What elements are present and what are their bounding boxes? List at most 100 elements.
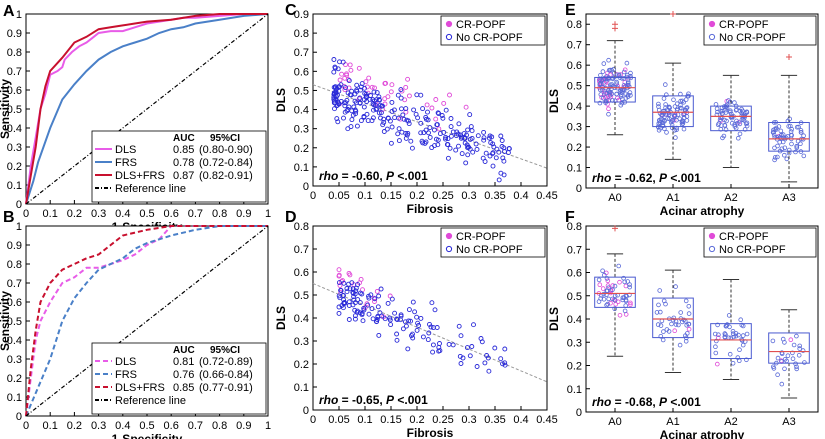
data-point (660, 120, 666, 126)
data-point (740, 342, 746, 348)
data-point (778, 135, 784, 141)
x-tick-label: 0 (23, 420, 29, 432)
data-point (420, 106, 426, 112)
y-axis-label: DLS (274, 88, 288, 112)
data-point (434, 122, 440, 128)
y-axis-label: Sensitivity (0, 291, 12, 351)
roc-curve-3 (25, 225, 269, 417)
data-point (802, 360, 807, 365)
data-point (408, 318, 413, 324)
data-point (458, 361, 464, 366)
data-point (336, 272, 342, 278)
data-point (364, 99, 370, 104)
data-point (420, 334, 426, 340)
y-tick-label: 0.4 (7, 335, 22, 347)
data-point (346, 85, 352, 91)
legend-ci: (0.72-0.84) (199, 157, 253, 169)
data-point (336, 267, 342, 273)
data-point (398, 95, 404, 101)
y-tick-label: 0.6 (294, 66, 309, 78)
outlier-marker (786, 53, 792, 60)
data-point (368, 292, 374, 298)
data-point (715, 109, 720, 115)
data-point (371, 107, 376, 113)
data-point (344, 286, 350, 291)
data-point (794, 364, 799, 370)
data-point (352, 316, 358, 322)
data-point (719, 111, 725, 116)
data-point (409, 145, 415, 151)
data-point (406, 307, 412, 313)
data-point (735, 121, 740, 126)
data-point (601, 61, 607, 66)
data-point (456, 323, 462, 329)
data-point (773, 127, 779, 132)
data-point (661, 111, 667, 116)
data-point (622, 308, 628, 314)
data-point (382, 81, 388, 86)
x-tick-label: 0.2 (409, 190, 424, 202)
data-point (429, 300, 435, 306)
data-point (376, 332, 382, 338)
legend-auc: 0.85 (173, 144, 194, 156)
panel-label: E (565, 2, 576, 19)
legend-name: DLS (115, 144, 136, 156)
data-point (376, 94, 382, 100)
data-point (369, 84, 375, 90)
data-point (728, 114, 734, 120)
panel-label: F (565, 209, 575, 226)
data-point (396, 126, 402, 132)
x-tick-label: 0.2 (409, 414, 424, 426)
x-tick-label: A1 (666, 416, 679, 428)
data-point (392, 310, 398, 316)
data-point (465, 144, 471, 150)
data-point (794, 366, 799, 372)
data-point (686, 326, 692, 332)
data-point (601, 296, 607, 302)
data-point (447, 145, 453, 151)
y-axis-label: Sensitivity (0, 79, 12, 139)
legend-marker (445, 20, 453, 28)
data-point (779, 381, 785, 387)
y-axis-label: DLS (547, 307, 561, 331)
data-point (730, 328, 736, 334)
data-point (371, 89, 377, 95)
data-point (656, 128, 662, 133)
legend-label: CR-POPF (456, 19, 506, 31)
x-tick-label: 0.1 (357, 190, 372, 202)
data-point (361, 104, 367, 110)
data-point (610, 296, 615, 302)
data-point (660, 123, 665, 128)
stat-annotation: rho = -0.68, P <.001 (592, 395, 701, 409)
data-point (414, 314, 420, 320)
data-point (344, 97, 350, 103)
data-point (775, 355, 781, 361)
data-point (361, 307, 367, 313)
data-point (376, 293, 382, 299)
y-tick-label: 0.9 (7, 240, 22, 252)
data-point (498, 133, 504, 139)
data-point (771, 130, 776, 135)
x-tick-label: 0.9 (236, 208, 251, 220)
data-point (441, 100, 447, 106)
data-point (489, 134, 495, 140)
data-point (355, 308, 360, 314)
x-tick-label: 0.35 (484, 414, 505, 426)
data-point (427, 125, 433, 131)
data-point (493, 155, 499, 161)
data-point (620, 96, 625, 102)
data-point (793, 149, 798, 155)
data-point (656, 302, 661, 308)
x-axis-label: Acinar atrophy (660, 428, 745, 439)
data-point (730, 360, 736, 366)
data-point (770, 338, 776, 344)
data-point (358, 118, 364, 124)
data-point (604, 288, 609, 294)
data-point (677, 342, 683, 348)
data-point (403, 106, 409, 112)
legend-name: DLS (115, 356, 136, 368)
legend-ci: (0.72-0.89) (199, 356, 253, 368)
data-point (801, 133, 806, 139)
box (652, 297, 694, 339)
data-point (487, 153, 493, 159)
